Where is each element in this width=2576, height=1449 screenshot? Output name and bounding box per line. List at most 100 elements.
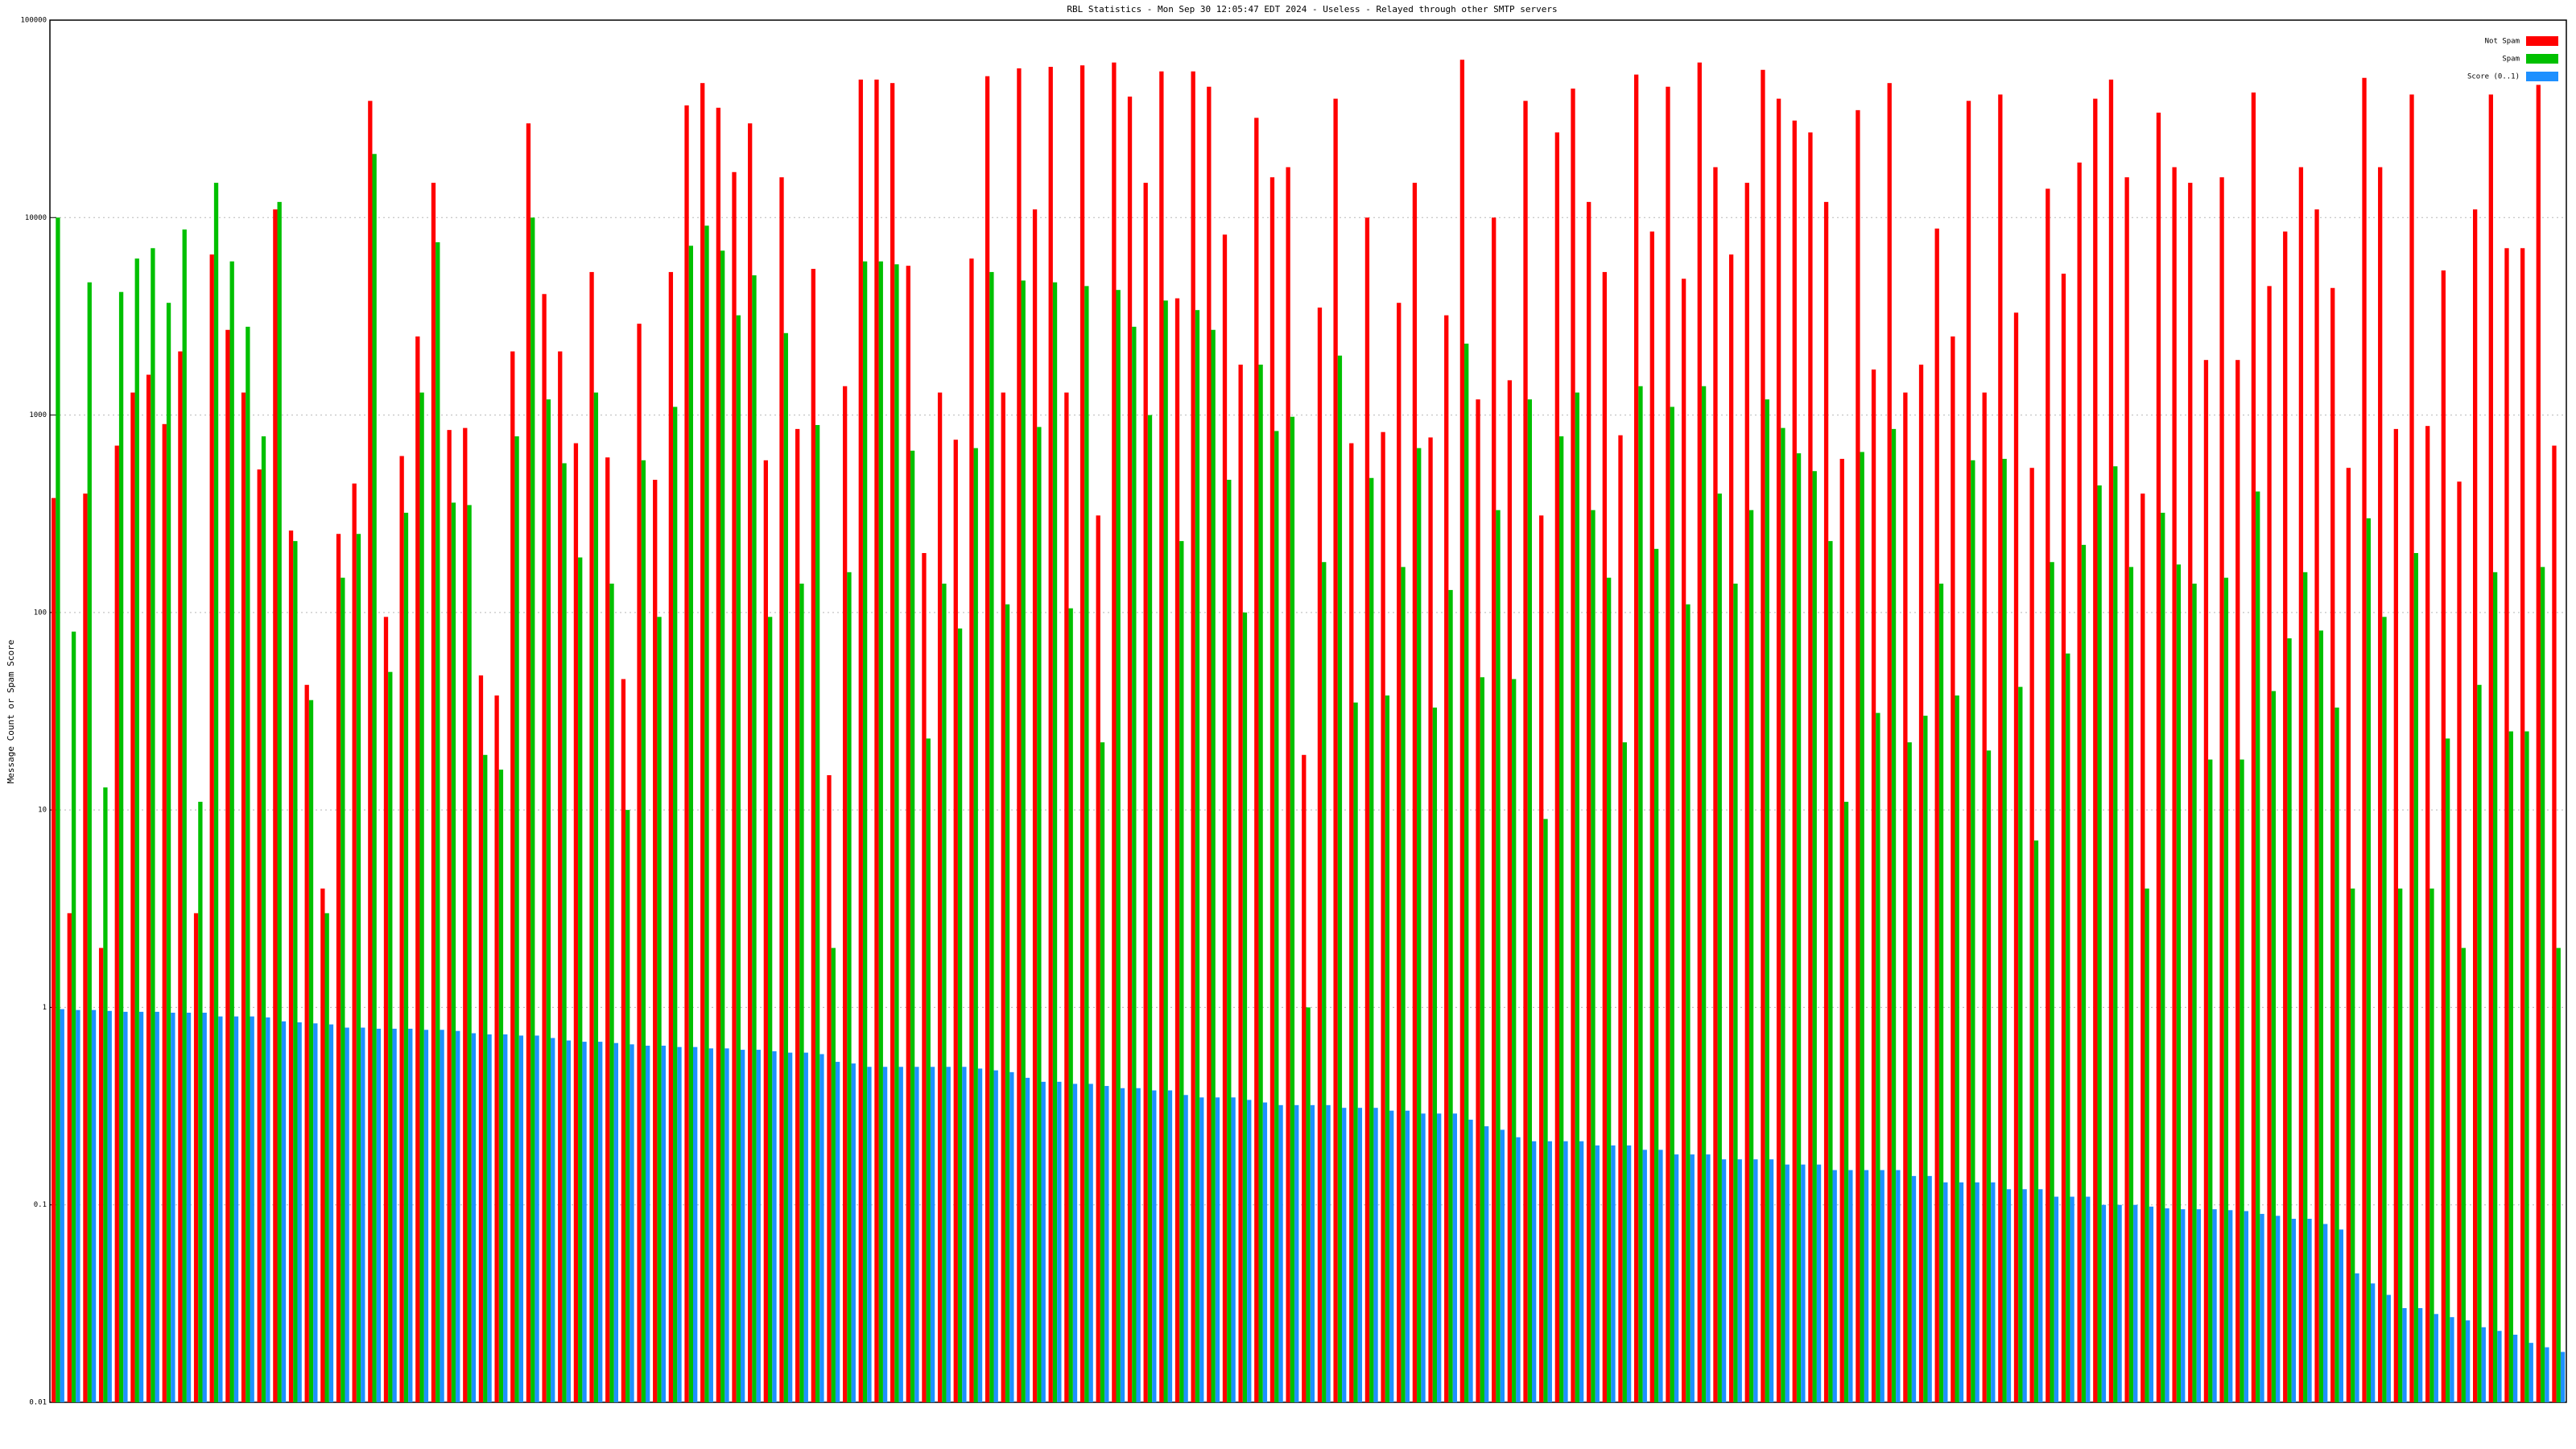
bar <box>2029 468 2034 1402</box>
bar <box>989 271 994 1403</box>
bar <box>2038 1189 2043 1402</box>
bar <box>1674 1154 1679 1402</box>
bar <box>1531 1141 1537 1402</box>
bar <box>867 1067 872 1402</box>
bar <box>2287 638 2292 1402</box>
bar <box>241 392 246 1402</box>
legend-swatch <box>2526 36 2558 46</box>
bar <box>2398 888 2403 1402</box>
bar <box>2303 572 2308 1402</box>
bar <box>673 407 678 1402</box>
y-tick-label: 10 <box>38 807 47 815</box>
bar <box>1464 343 1469 1403</box>
bar <box>2481 1327 2486 1402</box>
bar <box>1796 453 1802 1402</box>
bar <box>1009 1071 1014 1402</box>
bar <box>403 512 409 1402</box>
bar <box>1982 392 1987 1402</box>
bar <box>625 810 630 1402</box>
bar <box>1602 271 1607 1403</box>
legend-swatch <box>2526 72 2558 81</box>
bar <box>1302 754 1307 1402</box>
bar <box>566 1040 572 1402</box>
bar <box>957 628 963 1402</box>
bar <box>2298 167 2304 1402</box>
bar <box>2560 1352 2566 1402</box>
bar <box>1713 167 1718 1402</box>
bar <box>1642 1150 1647 1402</box>
bar <box>720 250 725 1402</box>
bar <box>1554 132 1560 1402</box>
bar <box>67 913 72 1402</box>
bar <box>336 534 341 1402</box>
bar <box>542 294 547 1403</box>
bar <box>1231 1097 1236 1402</box>
bar <box>415 336 420 1403</box>
bar <box>1064 392 1069 1402</box>
bar <box>293 541 298 1402</box>
bar <box>842 386 848 1403</box>
bar <box>436 242 440 1402</box>
bar <box>1238 364 1243 1402</box>
bar <box>1951 336 1955 1403</box>
bar <box>1254 118 1259 1402</box>
bar <box>1876 712 1880 1402</box>
bar <box>1317 308 1323 1402</box>
bar <box>1191 71 1195 1403</box>
bar <box>2346 468 2351 1402</box>
bar <box>408 1028 413 1402</box>
bar <box>993 1070 998 1402</box>
bar <box>2504 248 2509 1402</box>
bar <box>1843 801 1849 1402</box>
bar <box>646 1045 650 1402</box>
bar <box>1437 1113 1442 1402</box>
bar <box>2552 445 2557 1402</box>
bar <box>653 480 658 1402</box>
bar <box>2077 162 2082 1403</box>
bar <box>1563 1141 1568 1402</box>
bar <box>847 572 852 1402</box>
y-tick-label: 100 <box>34 609 47 617</box>
bar <box>138 1011 144 1402</box>
bar <box>261 436 266 1402</box>
bar <box>2081 544 2087 1402</box>
bar <box>2370 1283 2376 1402</box>
bar <box>1032 209 1038 1402</box>
bar <box>1701 386 1707 1403</box>
bar <box>2441 270 2446 1403</box>
bar <box>1136 1088 1141 1402</box>
bar <box>1211 329 1216 1403</box>
bar <box>946 1067 951 1402</box>
bar <box>1269 177 1275 1402</box>
bar <box>1041 1081 1046 1402</box>
bar <box>1096 515 1100 1402</box>
bar <box>281 1021 287 1402</box>
bar <box>2386 1294 2391 1402</box>
bar <box>2223 577 2229 1402</box>
bar <box>779 177 784 1402</box>
bar <box>2334 707 2339 1402</box>
bar <box>708 1048 713 1402</box>
bar <box>1959 1182 1964 1402</box>
bar <box>878 261 883 1403</box>
bar <box>1871 369 1876 1402</box>
bar <box>1571 89 1575 1403</box>
bar <box>2271 691 2277 1402</box>
bar <box>1927 1175 1932 1402</box>
bar <box>514 436 519 1402</box>
bar <box>1037 427 1042 1402</box>
bar <box>2006 1189 2012 1402</box>
bar <box>257 469 262 1402</box>
bar <box>151 248 155 1402</box>
bar <box>2339 1229 2343 1402</box>
bar <box>2203 360 2209 1402</box>
bar <box>467 505 472 1402</box>
bar <box>772 1051 777 1402</box>
bar <box>2093 98 2098 1402</box>
bar <box>906 266 910 1402</box>
bar <box>1856 109 1860 1402</box>
bar <box>1955 695 1959 1402</box>
bar <box>661 1045 666 1402</box>
bar <box>551 1038 555 1402</box>
bar <box>1052 282 1058 1402</box>
